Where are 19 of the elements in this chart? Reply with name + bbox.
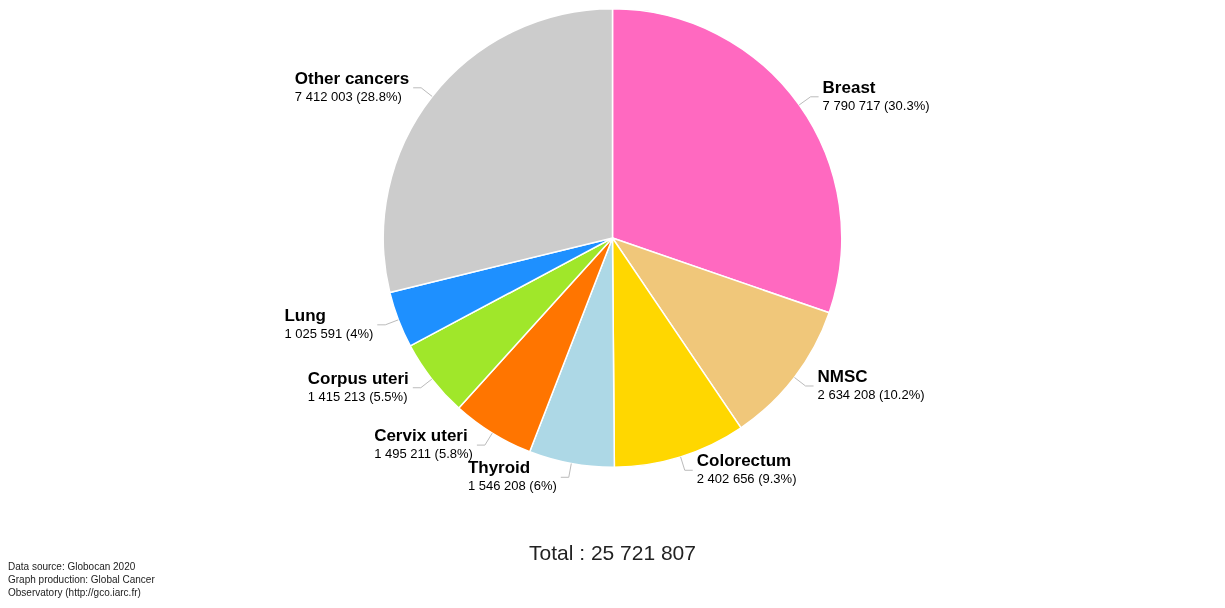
data-label: 2 634 208 (10.2%) — [817, 386, 925, 402]
data-label: 1 415 213 (5.5%) — [307, 388, 408, 404]
data-label: 1 495 211 (5.8%) — [374, 446, 473, 462]
text: Total : 25 721 807 — [529, 541, 696, 564]
data-label: 7 412 003 (28.8%) — [294, 88, 402, 104]
data-label: 2 402 656 (9.3%) — [696, 471, 797, 487]
data-label: 1 546 208 (6%) — [467, 478, 557, 494]
data-label: 1 025 591 (4%) — [284, 325, 374, 341]
source-note: Data source: Globocan 2020 — [8, 561, 136, 572]
slice-label: Colorectum — [696, 451, 792, 471]
slice-label: Lung — [284, 305, 326, 325]
slice-label: Corpus uteri — [307, 368, 409, 388]
data-label: 7 790 717 (30.3%) — [822, 97, 930, 113]
slice-label: Cervix uteri — [374, 426, 468, 446]
slice-label: Other cancers — [294, 68, 410, 88]
slice-label: Breast — [822, 77, 876, 97]
text: Observatory (http://gco.iarc.fr) — [8, 587, 141, 598]
slice-label: NMSC — [817, 366, 868, 386]
text: Graph production: Global Cancer — [8, 574, 156, 585]
